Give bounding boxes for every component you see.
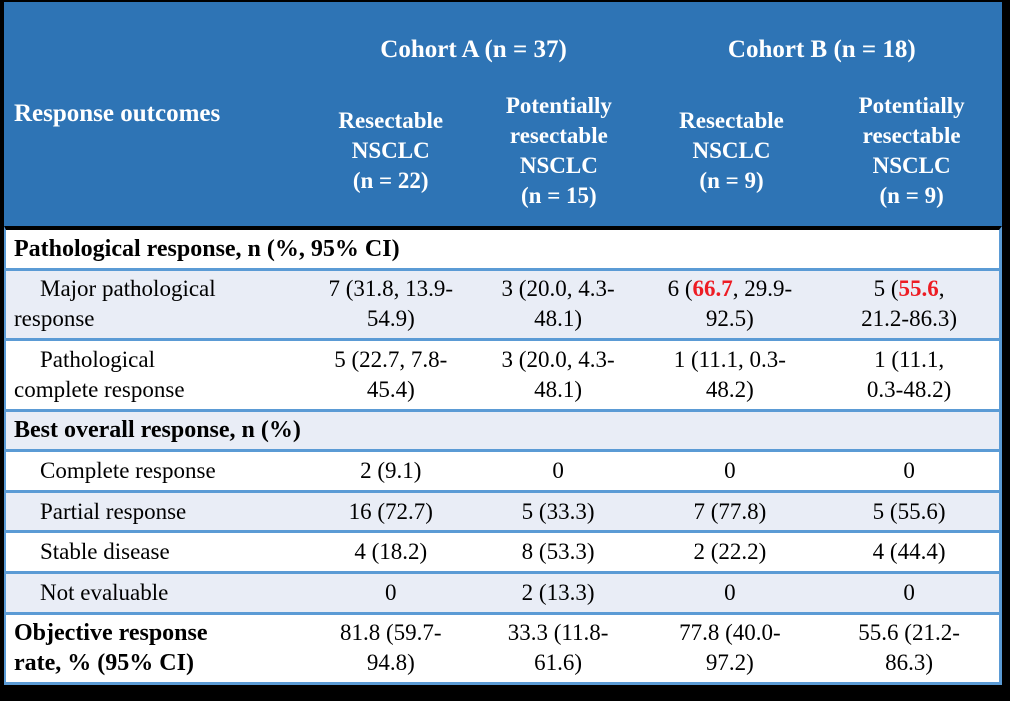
column-header: Resectable NSCLC (n = 9) [679,108,784,193]
row-label: Partial response [40,498,187,524]
highlighted-value: 66.7 [692,276,733,302]
row-label: Stable disease [40,539,170,565]
table-row: Major pathological response 7 (31.8, 13.9-… [6,267,999,339]
row-label: Complete response [40,458,216,484]
value-cell: 4 (44.4) [872,539,946,565]
table-row: Objective response rate, % (95% CI) 81.8 (… [6,611,999,683]
value-cell: 5 (55.6, 21.2-86.3) [861,276,957,332]
corner-header-response-outcomes: Response outcomes [14,100,221,127]
value-cell: 5 (55.6) [872,498,946,524]
value-cell: 4 (18.2) [354,539,428,565]
value-cell: 7 (77.8) [693,498,767,524]
value-cell: 1 (11.1, 0.3- 48.2) [673,346,786,402]
value-cell: 55.6 (21.2- 86.3) [858,620,960,676]
value-cell: 2 (13.3) [521,579,595,605]
value-cell: 0 [724,458,736,484]
value-cell: 1 (11.1, 0.3-48.2) [866,346,952,402]
column-header: Potentially resectable NSCLC (n = 15) [505,93,612,208]
value-cell: 0 [724,579,736,605]
value-cell: 7 (31.8, 13.9- 54.9) [328,276,454,332]
value-cell: 2 (9.1) [360,458,422,484]
table-row: Not evaluable 0 2 (13.3) 0 0 [6,570,999,612]
table-row: Pathological complete response 5 (22.7, 7.… [6,338,999,409]
response-outcomes-table: Response outcomes Cohort A (n = 37) Coho… [4,2,1002,685]
table-row: Partial response 16 (72.7) 5 (33.3) 7 (77.8… [6,489,999,531]
value-cell: 77.8 (40.0- 97.2) [679,620,781,676]
value-cell: 16 (72.7) [348,498,433,524]
table-row: Complete response 2 (9.1) 0 0 0 [6,449,999,490]
value-cell: 0 [552,458,564,484]
value-cell: 6 (66.7, 29.9- 92.5) [667,276,793,332]
value-cell: 5 (22.7, 7.8- 45.4) [334,346,448,402]
value-cell: 2 (22.2) [693,539,767,565]
value-cell: 5 (33.3) [521,498,595,524]
section-label: Best overall response, n (%) [14,417,301,444]
row-label: Objective response rate, % (95% CI) [14,620,208,677]
section-row: Best overall response, n (%) [6,408,999,450]
table-body: Pathological response, n (%, 95% CI) Majo… [4,226,1002,685]
row-label: Not evaluable [40,579,169,605]
table-row: Stable disease 4 (18.2) 8 (53.3) 2 (22.2) 4 … [6,530,999,571]
row-label: Major pathological response [14,276,216,332]
cohort-b-header: Cohort B (n = 18) [727,36,916,63]
value-cell: 33.3 (11.8- 61.6) [507,620,609,676]
column-header: Potentially resectable NSCLC (n = 9) [858,93,965,208]
section-label: Pathological response, n (%, 95% CI) [14,235,400,262]
value-cell: 3 (20.0, 4.3- 48.1) [501,276,615,332]
section-row: Pathological response, n (%, 95% CI) [6,230,999,268]
column-header: Resectable NSCLC (n = 22) [338,108,444,193]
value-cell: 0 [385,579,397,605]
highlighted-value: 55.6 [898,276,939,302]
value-cell: 0 [903,579,915,605]
value-cell: 0 [903,458,915,484]
table-header: Response outcomes Cohort A (n = 37) Coho… [4,2,1002,226]
cohort-a-header: Cohort A (n = 37) [380,36,567,63]
value-cell: 81.8 (59.7- 94.8) [339,620,442,676]
value-cell: 8 (53.3) [521,539,595,565]
value-cell: 3 (20.0, 4.3- 48.1) [501,346,615,402]
row-label: Pathological complete response [14,346,185,402]
